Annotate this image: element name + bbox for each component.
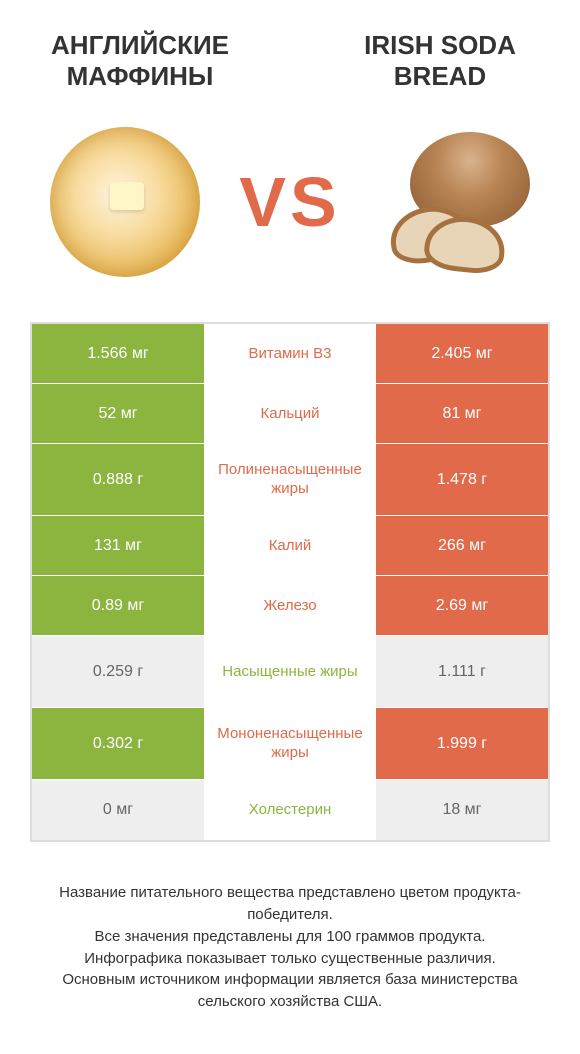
value-right: 266 мг [376, 516, 548, 575]
value-right: 18 мг [376, 780, 548, 840]
nutrient-label: Полиненасыщенные жиры [204, 444, 376, 515]
food-image-right [370, 117, 540, 287]
value-right: 1.111 г [376, 636, 548, 707]
value-left: 0.888 г [32, 444, 204, 515]
value-right: 1.999 г [376, 708, 548, 779]
nutrient-label: Холестерин [204, 780, 376, 840]
value-right: 2.405 мг [376, 324, 548, 383]
value-left: 1.566 мг [32, 324, 204, 383]
value-left: 0.89 мг [32, 576, 204, 635]
title-left: АНГЛИЙСКИЕ МАФФИНЫ [40, 30, 240, 92]
title-right: IRISH SODA BREAD [340, 30, 540, 92]
table-row: 0.89 мгЖелезо2.69 мг [32, 576, 548, 636]
value-right: 81 мг [376, 384, 548, 443]
muffin-icon [50, 127, 200, 277]
nutrient-label: Насыщенные жиры [204, 636, 376, 707]
nutrient-label: Мононенасыщенные жиры [204, 708, 376, 779]
table-row: 0 мгХолестерин18 мг [32, 780, 548, 840]
comparison-table: 1.566 мгВитамин B32.405 мг52 мгКальций81… [30, 322, 550, 842]
footer-line: Инфографика показывает только существенн… [30, 948, 550, 970]
vs-row: VS [0, 102, 580, 322]
footer-notes: Название питательного вещества представл… [0, 842, 580, 1013]
nutrient-label: Витамин B3 [204, 324, 376, 383]
footer-line: Все значения представлены для 100 граммо… [30, 926, 550, 948]
nutrient-label: Калий [204, 516, 376, 575]
footer-line: Название питательного вещества представл… [30, 882, 550, 926]
value-left: 52 мг [32, 384, 204, 443]
bread-icon [380, 132, 530, 272]
table-row: 0.259 гНасыщенные жиры1.111 г [32, 636, 548, 708]
value-left: 0 мг [32, 780, 204, 840]
footer-line: Основным источником информации является … [30, 969, 550, 1013]
value-right: 2.69 мг [376, 576, 548, 635]
table-row: 0.302 гМононенасыщенные жиры1.999 г [32, 708, 548, 780]
food-image-left [40, 117, 210, 287]
value-left: 0.259 г [32, 636, 204, 707]
table-row: 0.888 гПолиненасыщенные жиры1.478 г [32, 444, 548, 516]
header: АНГЛИЙСКИЕ МАФФИНЫ IRISH SODA BREAD [0, 0, 580, 102]
value-left: 131 мг [32, 516, 204, 575]
table-row: 52 мгКальций81 мг [32, 384, 548, 444]
table-row: 131 мгКалий266 мг [32, 516, 548, 576]
table-row: 1.566 мгВитамин B32.405 мг [32, 324, 548, 384]
vs-label: VS [239, 162, 340, 242]
nutrient-label: Кальций [204, 384, 376, 443]
value-left: 0.302 г [32, 708, 204, 779]
nutrient-label: Железо [204, 576, 376, 635]
value-right: 1.478 г [376, 444, 548, 515]
